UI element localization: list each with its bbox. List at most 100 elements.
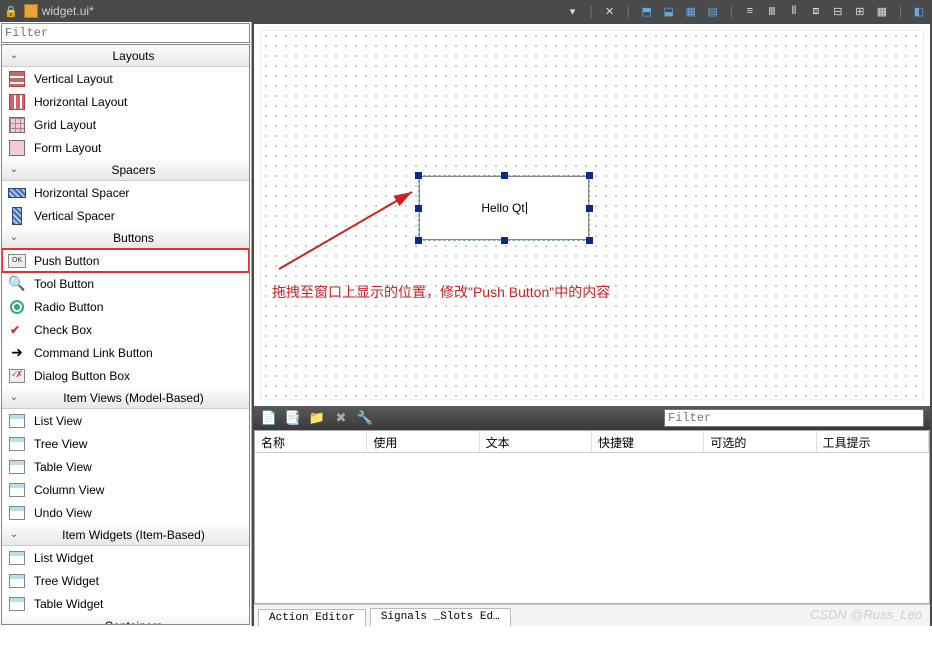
column-header[interactable]: 工具提示 (817, 431, 929, 452)
resize-handle-w[interactable] (415, 205, 422, 212)
config-icon[interactable]: 🔧 (356, 410, 374, 426)
cmdlink-icon: ➜ (8, 344, 26, 362)
widget-item-label: Undo View (34, 506, 92, 520)
bottom-tab[interactable]: Action Editor (258, 609, 366, 627)
toolbar-grid3-icon[interactable]: ▦ (873, 3, 891, 19)
widget-item-label: Check Box (34, 323, 92, 337)
category-header[interactable]: ⌄Containers (2, 615, 249, 625)
widget-item-form-layout[interactable]: Form Layout (2, 136, 249, 159)
widget-item-list-view[interactable]: List View (2, 409, 249, 432)
toolbar-split-v-icon[interactable]: ⧈ (807, 3, 825, 19)
form-icon (8, 139, 26, 157)
widget-item-check-box[interactable]: ✔ Check Box (2, 318, 249, 341)
file-title: widget.ui* (42, 4, 94, 18)
view-icon (8, 412, 26, 430)
view-icon (8, 504, 26, 522)
widget-item-label: Dialog Button Box (34, 369, 130, 383)
toolbar-btn-4[interactable]: ▤ (704, 3, 722, 19)
lock-icon: 🔒 (4, 5, 18, 18)
toolbar-layout-h-icon[interactable]: ≡ (741, 3, 759, 19)
toolbar-layout-v-icon[interactable]: Ⅲ (763, 3, 781, 19)
resize-handle-e[interactable] (586, 205, 593, 212)
toolbar-close-icon[interactable]: ✕ (601, 3, 619, 19)
view-icon (8, 435, 26, 453)
toolbar-split-h-icon[interactable]: ⫴ (785, 3, 803, 19)
folder-icon[interactable]: 📁 (308, 410, 326, 426)
widget-item-grid-layout[interactable]: Grid Layout (2, 113, 249, 136)
widget-item-undo-view[interactable]: Undo View (2, 501, 249, 524)
toolbar-grid1-icon[interactable]: ⊟ (829, 3, 847, 19)
column-header[interactable]: 使用 (367, 431, 479, 452)
check-icon: ✔ (8, 321, 26, 339)
resize-handle-s[interactable] (501, 237, 508, 244)
widget-filter-input[interactable] (1, 23, 250, 43)
resize-handle-sw[interactable] (415, 237, 422, 244)
view-icon (8, 549, 26, 567)
widget-item-label: Push Button (34, 254, 99, 268)
widget-item-horizontal-spacer[interactable]: Horizontal Spacer (2, 181, 249, 204)
widget-item-column-view[interactable]: Column View (2, 478, 249, 501)
new-action-icon[interactable]: 📄 (260, 410, 278, 426)
toolbar-btn-3[interactable]: ▦ (682, 3, 700, 19)
category-header[interactable]: ⌄Item Widgets (Item-Based) (2, 524, 249, 546)
widget-item-table-view[interactable]: Table View (2, 455, 249, 478)
action-table-header: 名称使用文本快捷键可选的工具提示 (255, 431, 929, 453)
delete-icon[interactable]: ✖ (332, 410, 350, 426)
bottom-panel: 📄 📑 📁 ✖ 🔧 名称使用文本快捷键可选的工具提示 Action Editor… (254, 406, 930, 626)
file-icon (24, 4, 38, 18)
chevron-down-icon: ⌄ (6, 529, 22, 540)
category-header[interactable]: ⌄Layouts (2, 45, 249, 67)
design-canvas[interactable]: Hello Qt 拖拽至窗口上显示的位置，修改"Push Button"中的内容 (254, 24, 930, 406)
grid-icon (8, 116, 26, 134)
widget-item-command-link-button[interactable]: ➜Command Link Button (2, 341, 249, 364)
resize-handle-ne[interactable] (586, 172, 593, 179)
hlayout-icon (8, 93, 26, 111)
widget-box-sidebar: ⌄Layouts Vertical Layout Horizontal Layout… (0, 22, 252, 626)
selected-push-button[interactable]: Hello Qt (419, 176, 589, 240)
column-header[interactable]: 文本 (480, 431, 592, 452)
resize-handle-n[interactable] (501, 172, 508, 179)
chevron-down-icon: ⌄ (6, 232, 22, 243)
widget-item-push-button[interactable]: OK Push Button (2, 249, 249, 272)
toolbar-adjust-icon[interactable]: ◧ (910, 3, 928, 19)
widget-list[interactable]: ⌄Layouts Vertical Layout Horizontal Layout… (1, 44, 250, 625)
bottom-tab[interactable]: Signals _Slots Ed… (370, 608, 511, 626)
widget-item-tool-button[interactable]: 🔍Tool Button (2, 272, 249, 295)
action-table[interactable]: 名称使用文本快捷键可选的工具提示 (254, 430, 930, 604)
widget-item-label: Tree View (34, 437, 87, 451)
toolbar-dropdown-icon[interactable]: ▾ (564, 3, 582, 19)
widget-item-list-widget[interactable]: List Widget (2, 546, 249, 569)
widget-item-label: Vertical Layout (34, 72, 113, 86)
action-filter-input[interactable] (664, 409, 924, 427)
view-icon (8, 458, 26, 476)
toolbar-grid2-icon[interactable]: ⊞ (851, 3, 869, 19)
widget-item-dialog-button-box[interactable]: Dialog Button Box (2, 364, 249, 387)
category-title: Containers (22, 619, 245, 626)
category-header[interactable]: ⌄Item Views (Model-Based) (2, 387, 249, 409)
widget-item-horizontal-layout[interactable]: Horizontal Layout (2, 90, 249, 113)
widget-item-label: Tree Widget (34, 574, 99, 588)
widget-item-label: Column View (34, 483, 104, 497)
widget-item-radio-button[interactable]: Radio Button (2, 295, 249, 318)
column-header[interactable]: 快捷键 (592, 431, 704, 452)
action-toolbar: 📄 📑 📁 ✖ 🔧 (254, 406, 930, 430)
toolbar-btn-2[interactable]: ⬓ (660, 3, 678, 19)
resize-handle-se[interactable] (586, 237, 593, 244)
widget-item-tree-widget[interactable]: Tree Widget (2, 569, 249, 592)
widget-item-tree-view[interactable]: Tree View (2, 432, 249, 455)
category-header[interactable]: ⌄Spacers (2, 159, 249, 181)
copy-action-icon[interactable]: 📑 (284, 410, 302, 426)
push-icon: OK (8, 252, 26, 270)
category-header[interactable]: ⌄Buttons (2, 227, 249, 249)
resize-handle-nw[interactable] (415, 172, 422, 179)
column-header[interactable]: 可选的 (704, 431, 816, 452)
widget-item-label: List Widget (34, 551, 93, 565)
vlayout-icon (8, 70, 26, 88)
widget-item-label: Vertical Spacer (34, 209, 115, 223)
widget-item-vertical-layout[interactable]: Vertical Layout (2, 67, 249, 90)
widget-item-vertical-spacer[interactable]: Vertical Spacer (2, 204, 249, 227)
column-header[interactable]: 名称 (255, 431, 367, 452)
widget-item-table-widget[interactable]: Table Widget (2, 592, 249, 615)
toolbar-btn-1[interactable]: ⬒ (638, 3, 656, 19)
widget-item-label: Tool Button (34, 277, 94, 291)
